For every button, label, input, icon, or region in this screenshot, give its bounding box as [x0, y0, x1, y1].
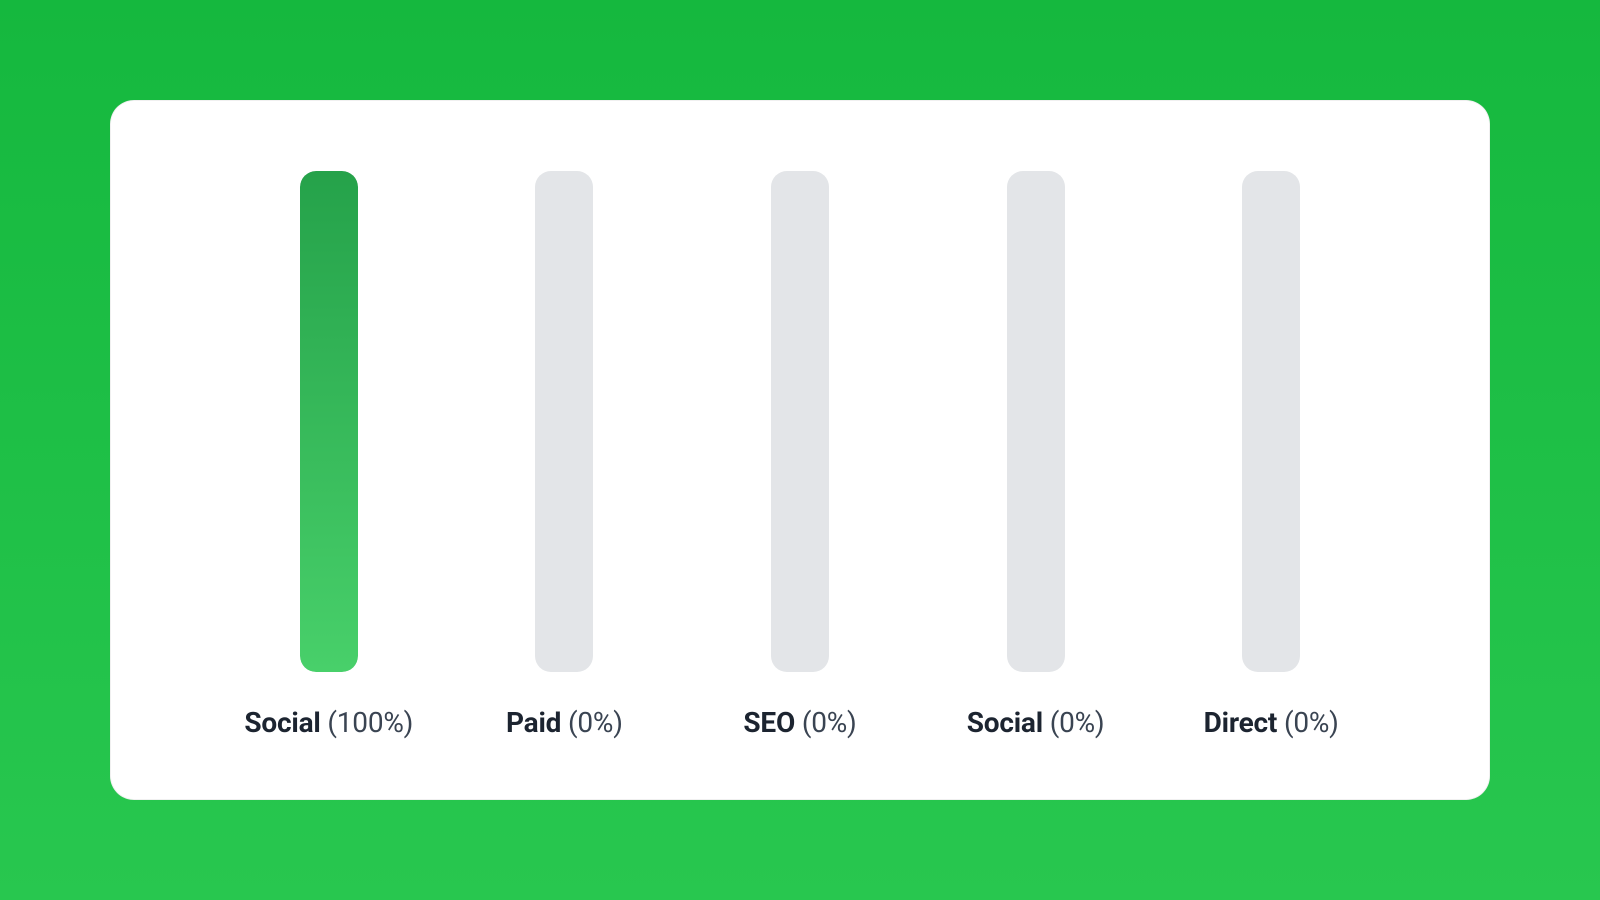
bar-fill [300, 171, 358, 672]
bar-track [1242, 171, 1300, 672]
bar-track [300, 171, 358, 672]
bar-label-name: Social [244, 706, 320, 739]
bar-label: Direct (0%) [1153, 706, 1389, 739]
bar-label-name: Direct [1204, 706, 1278, 739]
bar-label-percent: (0%) [1050, 706, 1105, 739]
bar-track [1007, 171, 1065, 672]
bar-label-name: Social [967, 706, 1043, 739]
bar-column [447, 171, 683, 672]
bar-label-percent: (0%) [568, 706, 623, 739]
bar-column [682, 171, 918, 672]
bar-column [211, 171, 447, 672]
bar-column [918, 171, 1154, 672]
bar-label: Social (100%) [211, 706, 447, 739]
bar-label-name: SEO [743, 706, 795, 739]
page-background: Social (100%) Paid (0%) SEO (0%) Social … [0, 0, 1600, 900]
bar-column [1153, 171, 1389, 672]
bar-label-percent: (0%) [1284, 706, 1339, 739]
bar-label-name: Paid [506, 706, 561, 739]
bar-track [771, 171, 829, 672]
bar-chart [171, 171, 1429, 672]
bar-label-percent: (0%) [802, 706, 857, 739]
bar-label: Paid (0%) [447, 706, 683, 739]
bar-label: Social (0%) [918, 706, 1154, 739]
labels-row: Social (100%) Paid (0%) SEO (0%) Social … [171, 672, 1429, 739]
bar-label: SEO (0%) [682, 706, 918, 739]
bar-track [535, 171, 593, 672]
chart-card: Social (100%) Paid (0%) SEO (0%) Social … [110, 100, 1490, 800]
bar-label-percent: (100%) [327, 706, 413, 739]
